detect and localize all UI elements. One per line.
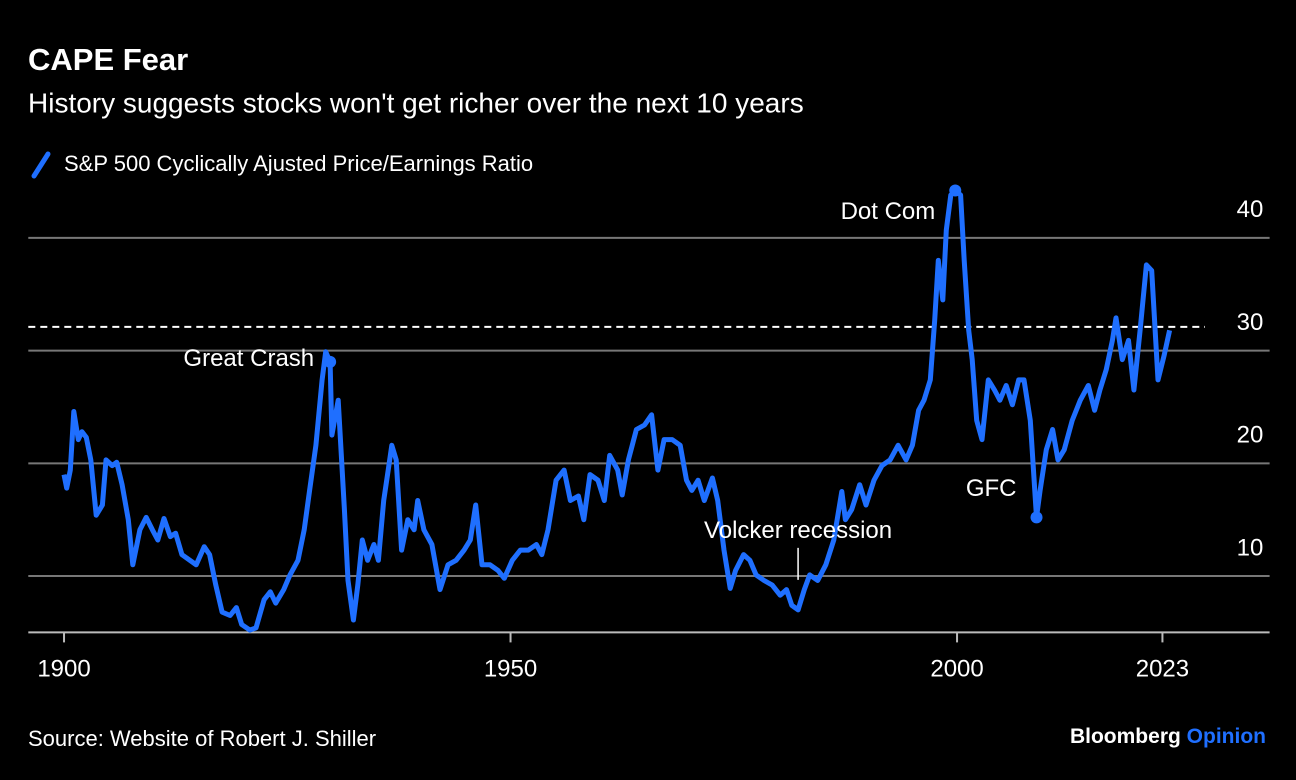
chart-title: CAPE Fear — [28, 42, 188, 77]
y-tick-label: 30 — [1237, 309, 1264, 336]
annotation-label: Dot Com — [841, 198, 936, 225]
legend-label: S&P 500 Cyclically Ajusted Price/Earning… — [64, 151, 533, 176]
x-tick-label: 1950 — [484, 656, 537, 683]
x-tick-label: 2000 — [930, 656, 983, 683]
brand-main: Bloomberg — [1070, 725, 1181, 748]
brand-sub: Opinion — [1187, 725, 1266, 748]
x-tick-label: 2023 — [1136, 656, 1189, 683]
annotation-label: Great Crash — [183, 345, 314, 372]
chart-subtitle: History suggests stocks won't get richer… — [28, 87, 804, 118]
annotation-label: GFC — [966, 475, 1017, 502]
annotation-label: Volcker recession — [704, 517, 892, 544]
y-tick-label: 40 — [1237, 196, 1264, 223]
series-line — [61, 188, 1173, 633]
annotation-marker — [324, 355, 337, 368]
annotation-marker — [1030, 511, 1043, 524]
y-tick-label: 20 — [1237, 422, 1264, 449]
annotation-marker — [949, 184, 962, 197]
brand: Bloomberg Opinion — [1070, 725, 1266, 748]
legend-swatch — [31, 151, 51, 179]
x-tick-label: 1900 — [37, 656, 90, 683]
source: Source: Website of Robert J. Shiller — [28, 726, 376, 751]
y-tick-label: 10 — [1237, 534, 1264, 561]
